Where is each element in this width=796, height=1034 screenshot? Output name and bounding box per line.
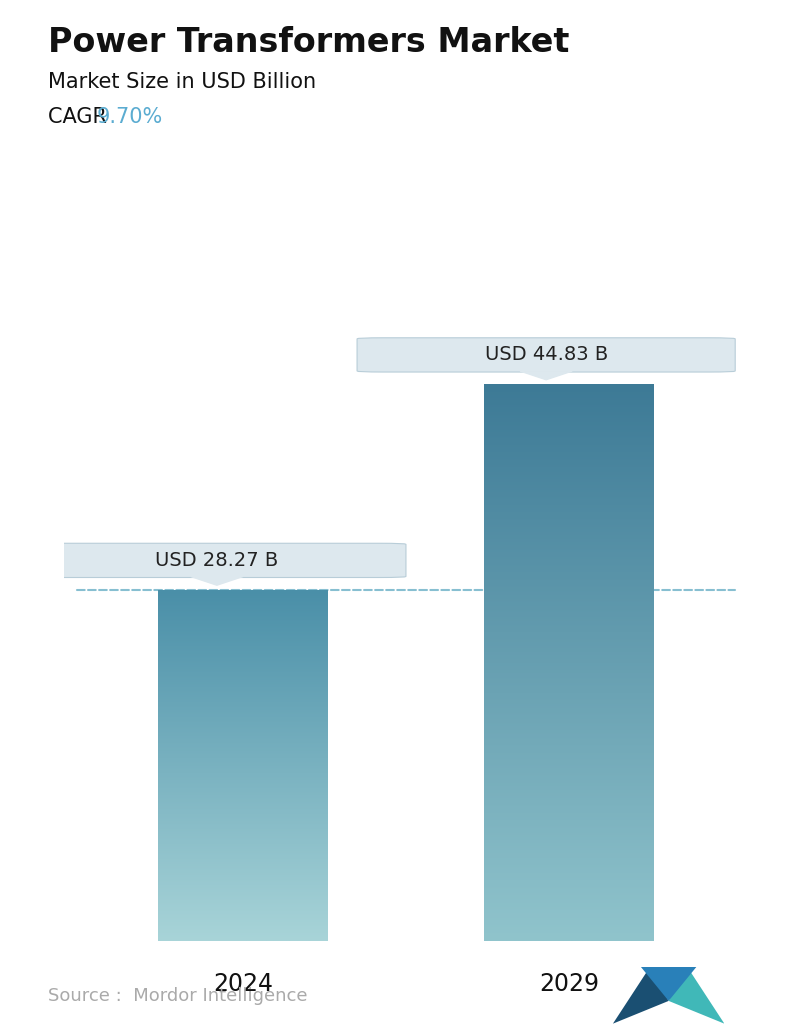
Text: Source :  Mordor Intelligence: Source : Mordor Intelligence [48,987,307,1005]
Polygon shape [191,577,243,585]
Text: 2024: 2024 [213,972,273,996]
Polygon shape [669,967,724,1024]
Text: 9.70%: 9.70% [97,107,163,126]
Text: Power Transformers Market: Power Transformers Market [48,26,569,59]
Text: CAGR: CAGR [48,107,113,126]
Polygon shape [520,371,572,379]
FancyBboxPatch shape [28,543,406,578]
Polygon shape [613,967,669,1024]
Text: 2029: 2029 [539,972,599,996]
Text: Market Size in USD Billion: Market Size in USD Billion [48,72,316,92]
Text: USD 44.83 B: USD 44.83 B [485,345,608,364]
Text: USD 28.27 B: USD 28.27 B [155,551,279,570]
Polygon shape [641,967,696,1001]
FancyBboxPatch shape [357,338,736,372]
